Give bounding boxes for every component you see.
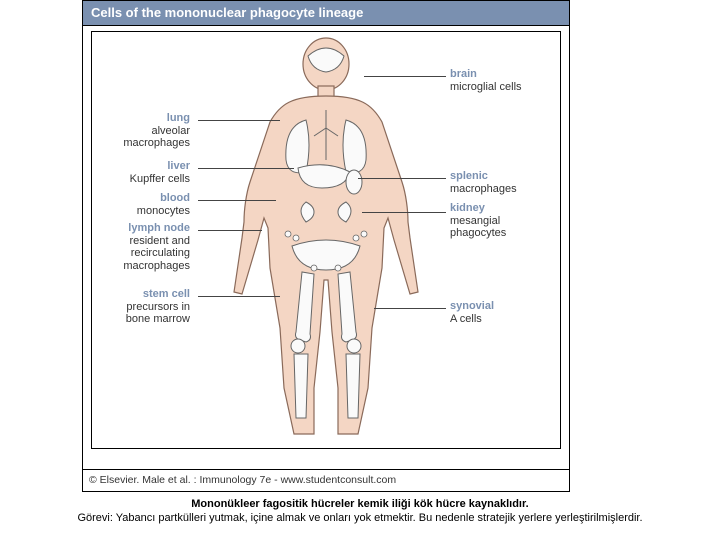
organ-label: splenicmacrophages (450, 170, 560, 195)
caption-line-1: Mononükleer fagositik hücreler kemik ili… (191, 498, 528, 510)
organ-label: lymph noderesident andrecirculatingmacro… (90, 222, 190, 273)
leader-line (198, 120, 280, 121)
organ-label: brainmicroglial cells (450, 68, 560, 93)
leader-line (198, 230, 262, 231)
leader-line (358, 178, 446, 179)
leader-line (198, 296, 280, 297)
leader-line (198, 200, 276, 201)
caption-text: Mononükleer fagositik hücreler kemik ili… (40, 498, 680, 526)
leader-line (364, 76, 446, 77)
diagram-inner: lungalveolarmacrophages liverKupffer cell… (91, 31, 561, 449)
organ-label: synovialA cells (450, 300, 560, 325)
organ-label: kidneymesangialphagocytes (450, 202, 560, 240)
copyright-line: © Elsevier. Male et al. : Immunology 7e … (83, 469, 569, 491)
leader-line (374, 308, 446, 309)
caption-line-2: Görevi: Yabancı partkülleri yutmak, için… (77, 512, 642, 524)
organ-label: stem cellprecursors inbone marrow (90, 288, 190, 326)
leader-line (198, 168, 294, 169)
diagram-title: Cells of the mononuclear phagocyte linea… (91, 5, 363, 20)
title-bar: Cells of the mononuclear phagocyte linea… (83, 1, 569, 26)
organ-label: bloodmonocytes (90, 192, 190, 217)
organ-label: liverKupffer cells (90, 160, 190, 185)
organ-label: lungalveolarmacrophages (90, 112, 190, 150)
leader-line (362, 212, 446, 213)
diagram-frame: Cells of the mononuclear phagocyte linea… (82, 0, 570, 492)
